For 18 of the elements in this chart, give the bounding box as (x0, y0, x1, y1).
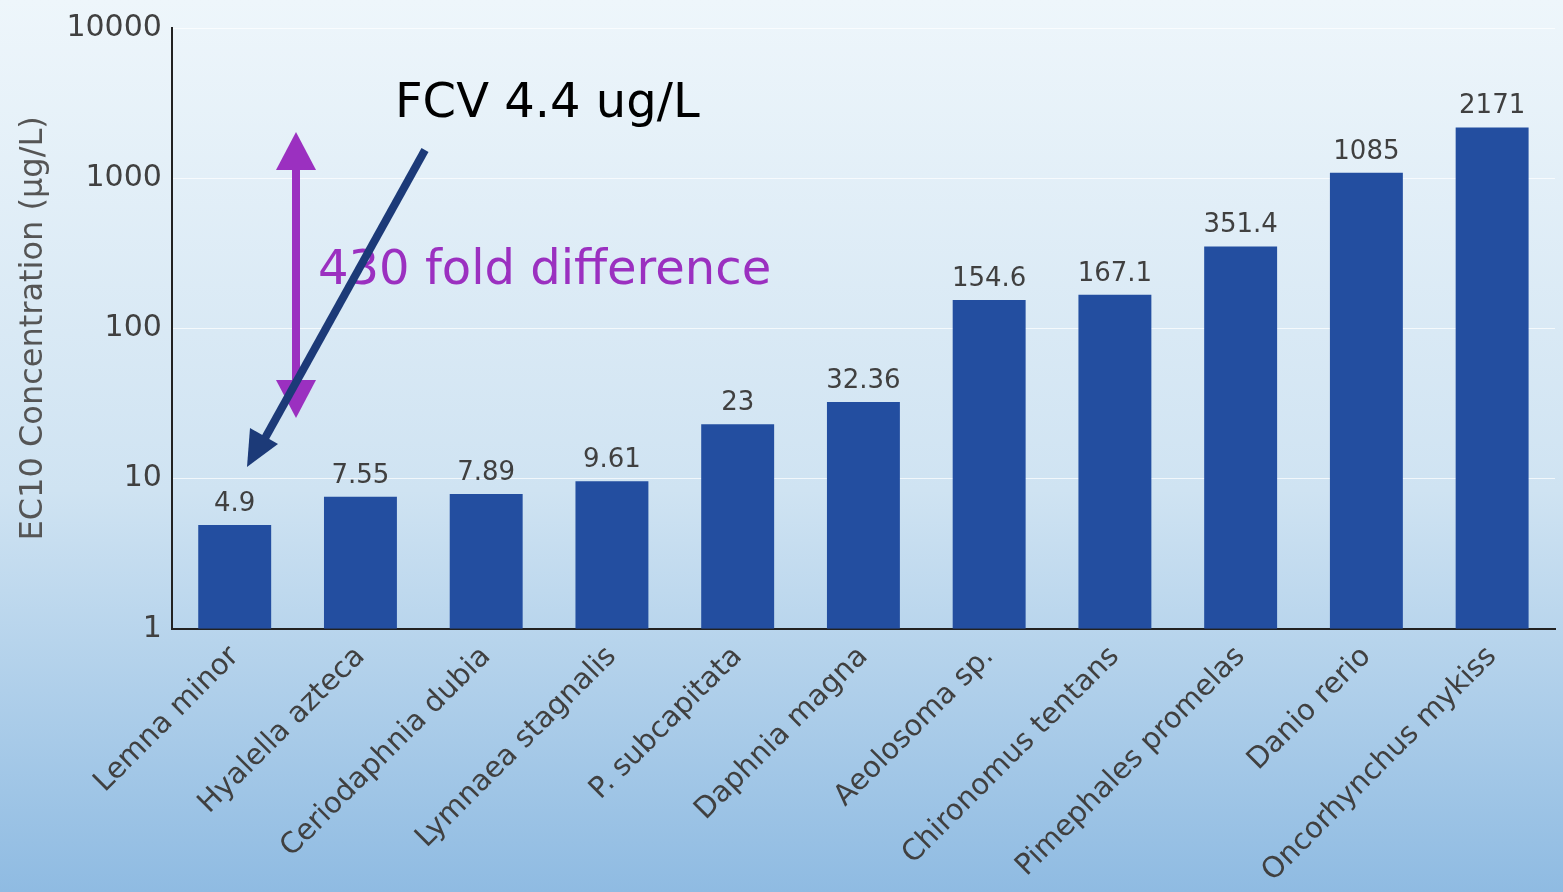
y-tick-label: 100 (104, 308, 162, 344)
data-label: 1085 (1333, 134, 1400, 165)
y-tick-label: 10 (123, 458, 162, 494)
y-tick-label: 1000 (85, 157, 162, 193)
data-label: 7.89 (457, 455, 516, 486)
data-label: 32.36 (826, 363, 901, 394)
data-label: 351.4 (1203, 208, 1278, 239)
y-tick-label: 1 (142, 608, 162, 644)
data-label: 167.1 (1077, 256, 1153, 287)
data-label: 23 (721, 385, 755, 416)
annotation: FCV 4.4 ug/L (395, 72, 700, 129)
data-label: 4.9 (214, 486, 256, 517)
y-axis-title: EC10 Concentration (µg/L) (11, 116, 50, 541)
y-tick-label: 10000 (66, 7, 162, 43)
data-label: 154.6 (951, 261, 1027, 292)
data-label: 9.61 (582, 442, 641, 473)
data-label: 2171 (1459, 89, 1526, 120)
data-label: 7.55 (331, 458, 390, 489)
